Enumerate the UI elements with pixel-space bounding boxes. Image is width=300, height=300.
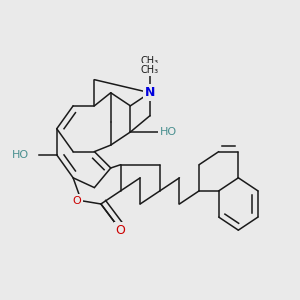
Text: N: N [145, 86, 155, 99]
Text: O: O [116, 224, 125, 237]
Text: HO: HO [12, 150, 29, 160]
Text: N: N [145, 86, 155, 99]
Text: HO: HO [160, 127, 177, 137]
Text: O: O [73, 196, 81, 206]
Text: HO: HO [12, 150, 29, 160]
Text: CH₃: CH₃ [141, 56, 159, 66]
Text: CH₃: CH₃ [141, 65, 159, 75]
